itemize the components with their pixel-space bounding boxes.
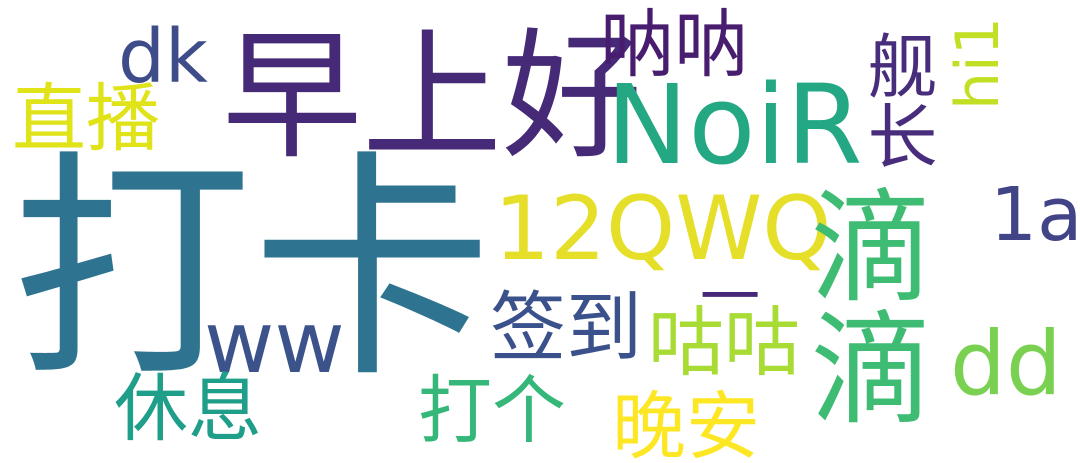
word-didi: 滴滴 (790, 183, 932, 427)
word-ww: ww (204, 293, 345, 393)
word-nana: 呐呐 (600, 2, 748, 88)
word-dage: 打个 (418, 368, 566, 454)
word-12qwq: 12QWQ (494, 177, 832, 280)
word-xiuxi: 休息 (114, 366, 262, 452)
word-wanan: 晚安 (612, 384, 760, 463)
word-jianzhang: 舰长 (856, 30, 938, 170)
word-zaoshanghao: 早上好 (222, 16, 643, 179)
word-yi: 一 (700, 263, 760, 333)
word-zhibo: 直播 (12, 76, 160, 162)
word-qiandao: 签到 (490, 283, 642, 372)
word-dk: dk (118, 14, 208, 100)
word-noir: NoiR (606, 61, 863, 189)
word-daka: 打卡 (12, 130, 493, 410)
word-1a: 1a (990, 172, 1080, 258)
word-hi1: hi1 (943, 17, 1013, 110)
word-dd: dd (950, 312, 1062, 415)
word-gugu: 咕咕 (648, 298, 800, 387)
